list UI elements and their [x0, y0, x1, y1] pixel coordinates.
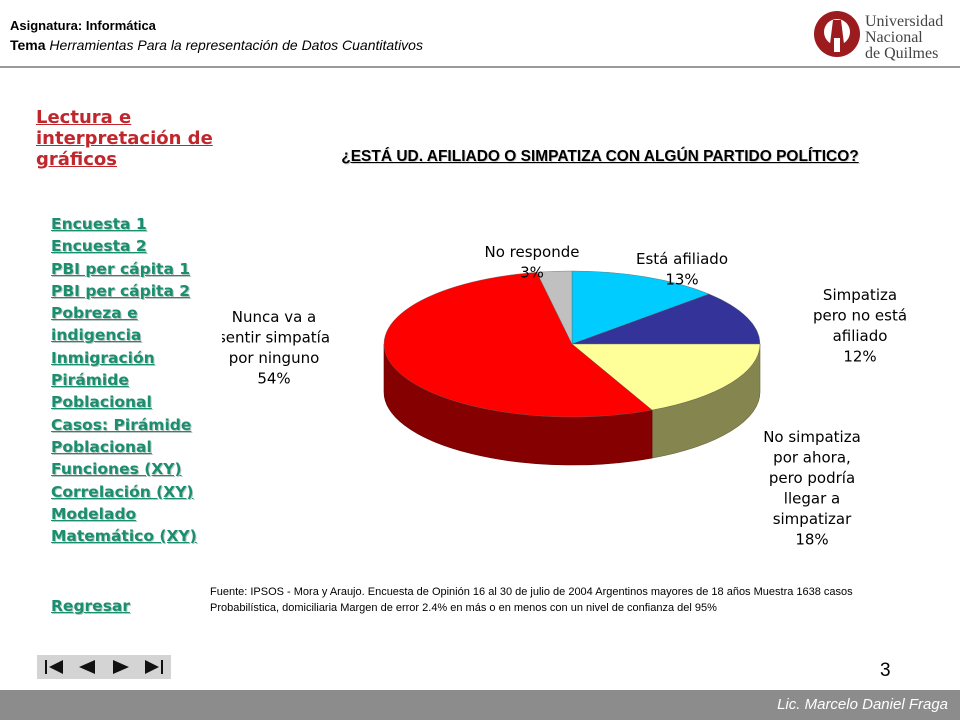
slide-navigation	[37, 655, 171, 679]
university-logo: Universidad Nacional de Quilmes	[812, 8, 952, 64]
skip-last-icon	[145, 660, 164, 674]
nav-link-modelado[interactable]: Modelado Matemático (XY)	[51, 504, 197, 546]
logo-line3: de Quilmes	[865, 45, 939, 62]
pie-label-simpatiza-pero-no-esta-afiliado: Simpatiza pero no está afiliado 12%	[813, 286, 907, 366]
pie-labels: Está afiliado 13% Simpatiza pero no está afi…	[218, 243, 907, 549]
pie-tops	[383, 270, 761, 418]
pie-slice-esta-afiliado	[571, 270, 710, 345]
nav-link-pobreza[interactable]: Pobreza e indigencia	[51, 304, 142, 345]
next-icon	[112, 660, 129, 674]
back-link[interactable]: Regresar	[51, 597, 131, 615]
nav-link-piramide[interactable]: Pirámide Poblacional	[51, 371, 152, 412]
page-number: 3	[880, 660, 891, 681]
topic-label: Tema	[10, 37, 46, 53]
pie-slice-no-simpatiza-por-ahora-pero-podria-llegar-a-simpatizar	[571, 343, 761, 411]
logo-line2: Nacional	[865, 29, 923, 46]
logo-line1: Universidad	[865, 13, 944, 30]
header: Asignatura: Informática: Tema Herramient…	[0, 0, 960, 68]
pie-label-esta-afiliado: Está afiliado 13%	[636, 250, 728, 289]
footer-author: Lic. Marcelo Daniel Fraga	[777, 696, 948, 713]
nav-link-encuesta-1[interactable]: Encuesta 1	[51, 215, 147, 233]
subject-label: Asignatura: Informática	[10, 18, 156, 33]
section-title: Lectura e interpretación de gráficos	[36, 107, 213, 170]
nav-link-encuesta-2[interactable]: Encuesta 2	[51, 237, 147, 256]
pie-chart: Está afiliado 13% Simpatiza pero no está afi…	[218, 236, 922, 566]
nav-link-funciones[interactable]: Funciones (XY)	[51, 460, 182, 479]
subject-line: Asignatura: Informática:	[10, 18, 156, 33]
last-slide-button[interactable]	[138, 655, 172, 679]
nav-link-correlacion[interactable]: Correlación (XY)	[51, 482, 194, 501]
prev-icon	[79, 660, 96, 674]
nav-link-casos-piramide[interactable]: Casos: Pirámide Poblacional	[51, 415, 192, 456]
topic-text: Herramientas Para la representación de D…	[45, 37, 423, 53]
pie-chart-svg: Está afiliado 13% Simpatiza pero no está afi…	[218, 243, 907, 549]
footer-bar: Lic. Marcelo Daniel Fraga	[0, 690, 960, 720]
header-divider	[0, 66, 960, 68]
next-slide-button[interactable]	[104, 655, 138, 679]
nav-link-inmigracion[interactable]: Inmigración	[51, 348, 155, 367]
pie-slice-simpatiza-pero-no-esta-afiliado	[571, 293, 761, 345]
sidebar-nav: Encuesta 1 Encuesta 2 PBI per cápita 1 P…	[51, 213, 221, 547]
nav-link-pbi-2[interactable]: PBI per cápita 2	[51, 281, 191, 300]
pie-label-no-responde: No responde 3%	[484, 243, 579, 282]
first-slide-button[interactable]	[37, 655, 71, 679]
pie-slice-nunca-va-a-sentir-simpatia-por-ninguno	[383, 272, 653, 418]
pie-slice-no-responde	[536, 270, 573, 345]
logo-emblem-icon	[814, 11, 860, 57]
pie-label-no-simpatiza-por-ahora-pero-podria-llegar-a-simpatizar: No simpatiza por ahora, pero podría llegar …	[763, 428, 861, 549]
chart-title: ¿ESTÁ UD. AFILIADO O SIMPATIZA CON ALGÚN…	[341, 148, 859, 165]
skip-first-icon	[44, 660, 63, 674]
source-note: Fuente: IPSOS - Mora y Araujo. Encuesta …	[210, 586, 853, 614]
topic-line: Tema Herramientas Para la representación…	[10, 37, 423, 53]
prev-slide-button[interactable]	[71, 655, 105, 679]
pie-label-nunca-va-a-sentir-simpatia-por-ninguno: Nunca va a sentir simpatía por ninguno 54%	[222, 308, 330, 388]
logo-text: Universidad Nacional de Quilmes	[865, 14, 943, 62]
nav-link-pbi-1[interactable]: PBI per cápita 1	[51, 259, 191, 278]
